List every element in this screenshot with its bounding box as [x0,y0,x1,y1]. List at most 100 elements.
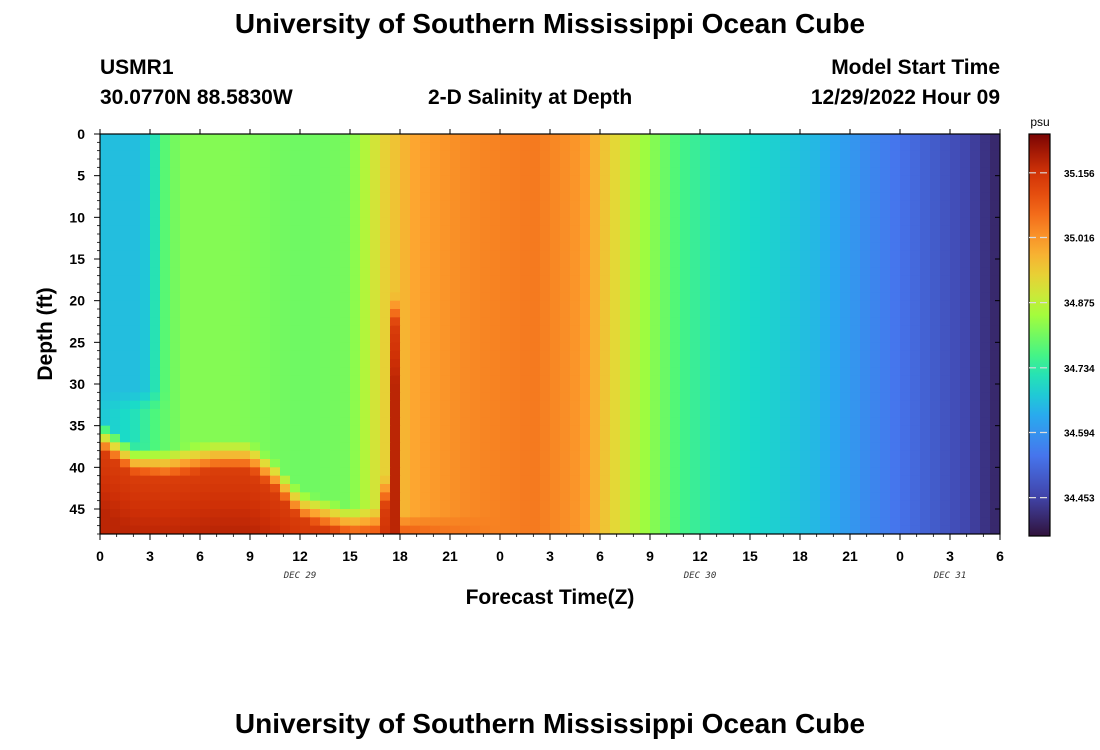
heatmap-cell [110,475,121,485]
heatmap-cell [630,417,641,427]
heatmap-cell [660,517,671,527]
heatmap-cell [360,259,371,268]
heatmap-cell [570,484,581,493]
heatmap-cell [220,175,231,185]
heatmap-cell [280,409,291,418]
heatmap-cell [620,334,631,343]
heatmap-cell [280,425,291,435]
heatmap-cell [930,300,941,310]
heatmap-cell [490,134,501,143]
heatmap-cell [210,442,221,452]
heatmap-cell [400,392,411,402]
heatmap-cell [560,275,571,285]
heatmap-cell [320,284,331,293]
heatmap-cell [670,292,681,302]
heatmap-cell [280,459,291,468]
heatmap-cell [200,259,211,268]
heatmap-cell [340,492,351,502]
heatmap-cell [440,267,451,277]
heatmap-cell [300,300,311,310]
heatmap-cell [450,475,461,485]
heatmap-cell [690,392,701,402]
heatmap-cell [250,400,261,410]
heatmap-cell [720,492,731,502]
heatmap-cell [500,167,511,177]
heatmap-cell [300,359,311,368]
heatmap-cell [200,200,211,210]
heatmap-cell [730,259,741,268]
heatmap-cell [100,242,111,252]
heatmap-cell [360,450,371,460]
heatmap-cell [240,184,251,193]
heatmap-cell [390,284,401,293]
heatmap-cell [390,167,401,177]
heatmap-cell [420,334,431,343]
heatmap-cell [520,175,531,185]
heatmap-cell [220,425,231,435]
heatmap-cell [140,317,151,327]
heatmap-cell [120,275,131,285]
heatmap-cell [690,292,701,302]
heatmap-cell [270,409,281,418]
heatmap-cell [940,442,951,452]
heatmap-cell [200,492,211,502]
heatmap-cell [700,517,711,527]
heatmap-cell [160,159,171,168]
heatmap-cell [200,309,211,318]
heatmap-cell [320,292,331,302]
heatmap-cell [480,500,491,510]
heatmap-cell [960,450,971,460]
model-start-label: Model Start Time [831,56,1000,79]
heatmap-cell [370,392,381,402]
heatmap-cell [710,242,721,252]
heatmap-cell [310,400,321,410]
heatmap-cell [480,359,491,368]
heatmap-cell [840,325,851,335]
heatmap-cell [560,184,571,193]
heatmap-cell [140,192,151,202]
heatmap-cell [260,425,271,435]
heatmap-cell [420,325,431,335]
heatmap-cell [510,500,521,510]
heatmap-cell [430,334,441,343]
heatmap-cell [110,342,121,352]
heatmap-cell [530,284,541,293]
heatmap-cell [580,450,591,460]
heatmap-cell [500,325,511,335]
heatmap-cell [230,267,241,277]
heatmap-cell [750,509,761,518]
heatmap-cell [140,450,151,460]
y-tick-label: 0 [77,126,85,142]
heatmap-cell [310,425,321,435]
heatmap-cell [550,317,561,327]
heatmap-cell [340,442,351,452]
heatmap-cell [220,242,231,252]
heatmap-cell [950,359,961,368]
heatmap-cell [320,525,331,535]
heatmap-cell [860,484,871,493]
heatmap-cell [660,334,671,343]
heatmap-cell [180,217,191,227]
heatmap-cell [240,159,251,168]
heatmap-cell [930,434,941,443]
heatmap-cell [290,517,301,527]
heatmap-cell [170,509,181,518]
heatmap-cell [460,342,471,352]
heatmap-cell [750,250,761,260]
heatmap-cell [710,175,721,185]
heatmap-cell [600,500,611,510]
heatmap-cell [920,284,931,293]
heatmap-cell [180,142,191,152]
heatmap-cell [800,300,811,310]
heatmap-cell [900,209,911,218]
heatmap-cell [570,275,581,285]
heatmap-cell [420,134,431,143]
heatmap-cell [980,292,991,302]
heatmap-cell [760,384,771,393]
heatmap-cell [190,384,201,393]
heatmap-cell [930,334,941,343]
heatmap-cell [770,292,781,302]
heatmap-cell [690,267,701,277]
heatmap-cell [610,325,621,335]
heatmap-cell [500,192,511,202]
